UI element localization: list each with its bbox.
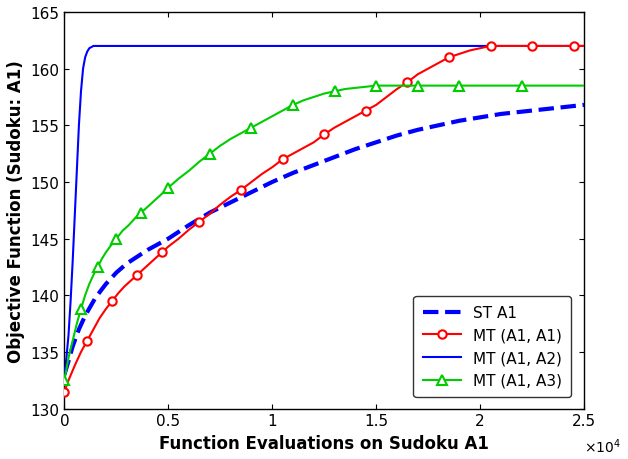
MT (A1, A3) [331, 90, 338, 95]
ST A1 [352, 147, 359, 152]
ST A1 [435, 123, 442, 129]
ST A1 [539, 107, 546, 113]
ST A1 [102, 281, 110, 287]
ST A1 [414, 128, 421, 133]
ST A1 [455, 119, 463, 124]
ST A1 [247, 190, 255, 196]
MT (A1, A2) [65, 332, 72, 338]
MT (A1, A1) [487, 44, 494, 50]
Line: MT (A1, A2): MT (A1, A2) [64, 47, 584, 375]
MT (A1, A2) [69, 259, 77, 264]
MT (A1, A1) [497, 44, 505, 50]
MT (A1, A1) [383, 95, 391, 101]
MT (A1, A1) [580, 44, 588, 50]
ST A1 [372, 140, 380, 146]
MT (A1, A2) [82, 56, 89, 61]
MT (A1, A2) [144, 44, 151, 50]
MT (A1, A3) [60, 378, 68, 383]
MT (A1, A3) [404, 84, 411, 89]
Line: ST A1: ST A1 [64, 106, 584, 375]
MT (A1, A2) [165, 44, 172, 50]
MT (A1, A2) [73, 168, 80, 174]
Text: $\times10^4$: $\times10^4$ [584, 437, 621, 455]
MT (A1, A2) [60, 372, 68, 378]
MT (A1, A2) [90, 44, 97, 50]
ST A1 [112, 270, 120, 276]
MT (A1, A3) [310, 95, 318, 101]
MT (A1, A3) [279, 109, 286, 114]
ST A1 [92, 295, 99, 301]
MT (A1, A1) [139, 267, 147, 272]
Line: MT (A1, A3): MT (A1, A3) [60, 82, 589, 385]
MT (A1, A2) [112, 44, 120, 50]
MT (A1, A2) [77, 90, 85, 95]
MT (A1, A3) [580, 84, 588, 89]
ST A1 [560, 105, 567, 111]
ST A1 [227, 200, 234, 206]
MT (A1, A2) [102, 44, 110, 50]
Legend: ST A1, MT (A1, A1), MT (A1, A2), MT (A1, A3): ST A1, MT (A1, A1), MT (A1, A2), MT (A1,… [413, 296, 571, 397]
ST A1 [269, 180, 276, 185]
MT (A1, A2) [75, 123, 83, 129]
MT (A1, A3) [165, 185, 172, 191]
MT (A1, A2) [580, 44, 588, 50]
ST A1 [60, 372, 68, 378]
X-axis label: Function Evaluations on Sudoku A1: Function Evaluations on Sudoku A1 [160, 434, 489, 452]
ST A1 [518, 110, 526, 115]
ST A1 [165, 236, 172, 242]
MT (A1, A3) [65, 355, 72, 361]
MT (A1, A2) [84, 50, 91, 55]
ST A1 [331, 155, 338, 161]
ST A1 [393, 134, 401, 139]
MT (A1, A2) [63, 355, 70, 361]
ST A1 [75, 327, 83, 332]
MT (A1, A1) [560, 44, 567, 50]
MT (A1, A2) [123, 44, 131, 50]
ST A1 [82, 313, 89, 319]
ST A1 [185, 223, 193, 228]
MT (A1, A3) [372, 84, 380, 89]
ST A1 [206, 210, 214, 216]
ST A1 [580, 103, 588, 108]
MT (A1, A2) [94, 44, 101, 50]
ST A1 [290, 171, 297, 176]
MT (A1, A2) [67, 298, 74, 304]
MT (A1, A1) [146, 261, 153, 267]
MT (A1, A1) [425, 67, 432, 72]
MT (A1, A2) [85, 46, 93, 52]
Y-axis label: Objective Function (Sudoku: A1): Objective Function (Sudoku: A1) [7, 60, 25, 362]
ST A1 [144, 248, 151, 253]
ST A1 [69, 344, 77, 349]
ST A1 [310, 163, 318, 168]
MT (A1, A1) [60, 389, 68, 395]
Line: MT (A1, A1): MT (A1, A1) [60, 43, 588, 396]
ST A1 [497, 112, 505, 118]
MT (A1, A2) [79, 67, 87, 72]
MT (A1, A2) [98, 44, 106, 50]
ST A1 [65, 358, 72, 364]
MT (A1, A2) [71, 214, 78, 219]
ST A1 [123, 261, 131, 267]
ST A1 [477, 115, 484, 121]
MT (A1, A2) [269, 44, 276, 50]
